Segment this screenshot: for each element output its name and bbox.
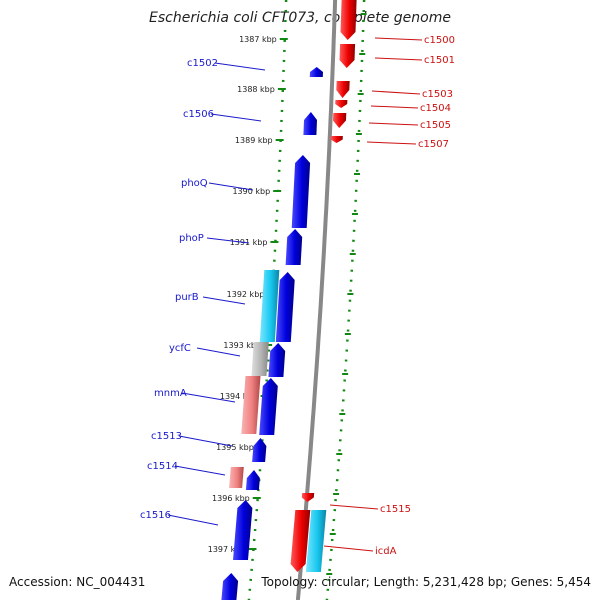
kbp-label: 1392 kbp bbox=[227, 290, 265, 299]
label-pointer-line bbox=[174, 465, 226, 476]
label-pointer-line bbox=[202, 296, 246, 305]
gene-purB-cyan bbox=[259, 270, 280, 342]
kbp-label: 1390 kbp bbox=[232, 187, 270, 196]
kbp-label: 1395 kbp bbox=[216, 443, 254, 452]
gene-c1500 bbox=[340, 0, 357, 40]
gene-c1516 bbox=[233, 500, 253, 560]
gene-label-right: c1507 bbox=[418, 139, 449, 150]
label-pointer-line bbox=[178, 435, 233, 447]
gene-label-left: ycfC bbox=[169, 343, 191, 354]
label-pointer-line bbox=[366, 141, 417, 145]
label-pointer-line bbox=[206, 237, 250, 244]
gene-c1514-pink bbox=[229, 467, 244, 488]
gene-icdA-cyan bbox=[305, 510, 327, 572]
gene-c1507 bbox=[330, 136, 343, 143]
gene-c1503 bbox=[336, 81, 350, 98]
label-pointer-line bbox=[374, 57, 423, 61]
genome-info-text: Topology: circular; Length: 5,231,428 bp… bbox=[261, 575, 591, 589]
gene-phoP bbox=[285, 229, 303, 265]
kbp-label: 1389 kbp bbox=[235, 136, 273, 145]
label-pointer-line bbox=[196, 347, 241, 357]
gene-label-right: c1505 bbox=[420, 120, 451, 131]
label-pointer-line bbox=[181, 392, 236, 403]
gene-phoQ bbox=[291, 155, 311, 228]
label-pointer-line bbox=[210, 113, 262, 122]
kbp-label: 1393 kbp bbox=[223, 341, 261, 350]
gene-label-left: mnmA bbox=[154, 388, 187, 399]
gene-label-left: c1502 bbox=[187, 58, 218, 69]
gene-ycfC-blue bbox=[268, 343, 286, 377]
gene-ycfC-gray bbox=[251, 342, 269, 376]
gene-mnmA-blue bbox=[259, 378, 278, 435]
label-pointer-line bbox=[370, 105, 419, 109]
gene-c1513 bbox=[252, 438, 267, 462]
map-title: Escherichia coli CFT073, complete genome bbox=[149, 10, 451, 26]
gene-bottom bbox=[221, 573, 239, 600]
gene-label-right: c1503 bbox=[422, 89, 453, 100]
gene-purB-blue bbox=[275, 272, 295, 342]
gene-c1502 bbox=[309, 67, 323, 77]
gene-c1505 bbox=[333, 113, 347, 128]
label-pointer-line bbox=[371, 90, 421, 95]
gene-label-left: purB bbox=[175, 292, 199, 303]
gene-c1515 bbox=[301, 493, 315, 502]
gene-c1501 bbox=[339, 44, 356, 68]
gene-c1506 bbox=[303, 112, 317, 135]
gene-icdA-red bbox=[290, 510, 311, 572]
gene-label-left: phoQ bbox=[181, 178, 208, 189]
gene-label-right: c1515 bbox=[380, 504, 411, 515]
gene-c1514-blue bbox=[245, 470, 260, 490]
label-pointer-line bbox=[368, 122, 419, 126]
gene-c1504 bbox=[335, 100, 348, 108]
gene-label-right: c1501 bbox=[424, 55, 455, 66]
kbp-label: 1396 kbp bbox=[212, 494, 250, 503]
gene-label-right: c1500 bbox=[424, 35, 455, 46]
gene-label-left: c1513 bbox=[151, 431, 182, 442]
label-pointer-line bbox=[167, 514, 219, 526]
gene-label-left: phoP bbox=[179, 233, 204, 244]
label-pointer-line bbox=[329, 504, 379, 510]
gene-label-right: c1504 bbox=[420, 103, 451, 114]
label-pointer-line bbox=[374, 37, 423, 41]
accession-text: Accession: NC_004431 bbox=[9, 575, 146, 589]
kbp-label: 1387 kbp bbox=[239, 35, 277, 44]
ruler-line-outer bbox=[325, 0, 366, 600]
kbp-label: 1388 kbp bbox=[237, 85, 275, 94]
label-pointer-line bbox=[214, 62, 266, 71]
gene-label-left: c1514 bbox=[147, 461, 178, 472]
gene-label-right: icdA bbox=[375, 546, 397, 557]
gene-mnmA-pink bbox=[241, 376, 261, 434]
label-pointer-line bbox=[208, 182, 254, 191]
kbp-label: 1394 kbp bbox=[220, 392, 258, 401]
kbp-label: 1397 kbp bbox=[208, 545, 246, 554]
gene-label-left: c1516 bbox=[140, 510, 171, 521]
label-pointer-line bbox=[323, 545, 374, 552]
gene-label-left: c1506 bbox=[183, 109, 214, 120]
